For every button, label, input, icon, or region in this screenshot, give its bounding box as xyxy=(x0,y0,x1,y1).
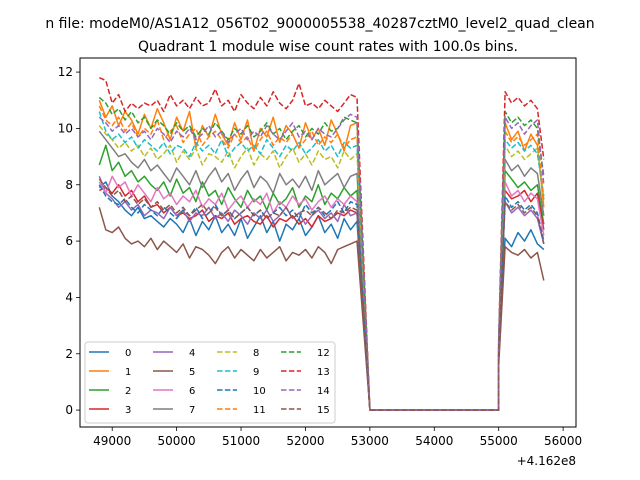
legend-label-3: 3 xyxy=(125,405,131,416)
y-tick-label: 8 xyxy=(65,178,73,192)
y-tick-label: 10 xyxy=(58,121,73,135)
legend-label-15: 15 xyxy=(317,405,330,416)
legend-label-2: 2 xyxy=(125,386,131,397)
series-line-14 xyxy=(98,113,545,411)
x-tick-label: 52000 xyxy=(286,434,324,448)
chart-title: Quadrant 1 module wise count rates with … xyxy=(138,39,518,55)
y-tick-label: 6 xyxy=(65,234,73,248)
legend-label-14: 14 xyxy=(317,386,330,397)
x-axis: 49000 50000 51000 52000 53000 54000 55000 56000 xyxy=(93,427,582,448)
legend-label-9: 9 xyxy=(253,367,259,378)
y-tick-label: 0 xyxy=(65,403,73,417)
plot-frame xyxy=(79,57,577,428)
legend-label-6: 6 xyxy=(189,386,195,397)
x-offset-label: +4.162e8 xyxy=(517,454,576,468)
legend-label-13: 13 xyxy=(317,367,330,378)
legend-label-0: 0 xyxy=(125,348,131,359)
x-tick-label: 51000 xyxy=(222,434,260,448)
legend-label-4: 4 xyxy=(189,348,195,359)
legend-label-5: 5 xyxy=(189,367,195,378)
plot-data xyxy=(98,77,545,411)
y-axis: 0 2 4 6 8 10 12 xyxy=(58,65,80,417)
legend-label-12: 12 xyxy=(317,348,330,359)
legend-label-11: 11 xyxy=(253,405,266,416)
x-tick-label: 53000 xyxy=(351,434,389,448)
series-line-15 xyxy=(98,178,545,411)
legend-label-7: 7 xyxy=(189,405,195,416)
figure-suptitle: n file: modeM0/AS1A12_056T02_9000005538_… xyxy=(45,16,594,32)
legend-label-10: 10 xyxy=(253,386,266,397)
series-line-9 xyxy=(98,111,545,411)
x-tick-label: 55000 xyxy=(480,434,518,448)
x-tick-label: 50000 xyxy=(158,434,196,448)
legend-label-8: 8 xyxy=(253,348,259,359)
x-tick-label: 49000 xyxy=(93,434,131,448)
legend-box xyxy=(84,341,336,424)
y-tick-label: 12 xyxy=(58,65,73,79)
x-tick-label: 54000 xyxy=(415,434,453,448)
x-tick-label: 56000 xyxy=(544,434,582,448)
legend-label-1: 1 xyxy=(125,367,131,378)
y-tick-label: 4 xyxy=(65,290,73,304)
y-tick-label: 2 xyxy=(65,347,73,361)
